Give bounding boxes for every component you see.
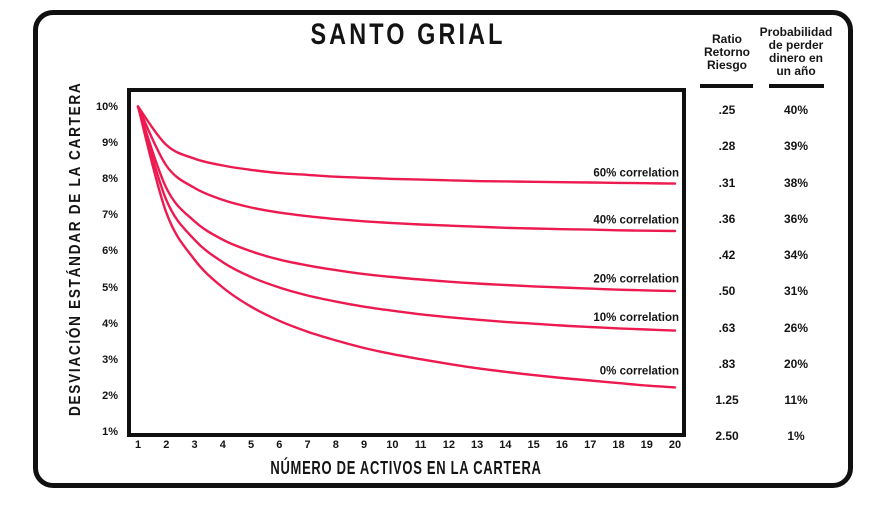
- y-tick-label: 10%: [95, 100, 118, 113]
- x-tick-label: 16: [555, 439, 569, 451]
- y-tick-label: 4%: [102, 317, 118, 330]
- ratio-header-rule: [700, 84, 753, 88]
- y-tick-label: 7%: [102, 209, 118, 222]
- probability-value: 39%: [783, 139, 809, 154]
- x-axis-title: NÚMERO DE ACTIVOS EN LA CARTERA: [270, 458, 542, 478]
- y-tick-label: 5%: [102, 281, 118, 294]
- x-tick-label: 1: [134, 439, 142, 451]
- ratio-value: .28: [718, 139, 736, 154]
- ratio-value: .50: [718, 284, 736, 299]
- probability-value: 38%: [783, 175, 809, 190]
- x-tick-label: 9: [361, 439, 368, 451]
- probability-value: 11%: [784, 393, 808, 407]
- curve-label: 0% correlation: [600, 366, 679, 378]
- probability-value: 36%: [783, 211, 809, 226]
- ratio-column-header: Ratio Retorno Riesgo: [704, 32, 750, 72]
- correlation-curves-chart: 60% correlation 40% correlation 20% correl…: [136, 105, 679, 389]
- ratio-value: .25: [718, 103, 736, 117]
- probability-value: 26%: [783, 320, 809, 335]
- correlation-curve: [136, 105, 677, 389]
- x-tick-label: 11: [414, 439, 427, 451]
- page-title: SANTO GRIAL: [310, 18, 506, 51]
- x-tick-label: 12: [442, 439, 456, 451]
- x-tick-label: 3: [191, 439, 198, 451]
- x-tick-label: 5: [247, 439, 255, 451]
- x-tick-label: 4: [219, 439, 226, 451]
- x-tick-label: 10: [386, 439, 399, 451]
- x-tick-label: 18: [612, 439, 625, 451]
- x-tick-label: 8: [332, 439, 339, 451]
- correlation-curve: [136, 105, 677, 332]
- y-tick-label: 3%: [102, 353, 118, 366]
- ratio-value: .36: [718, 211, 736, 226]
- ratio-value: 1.25: [715, 393, 739, 407]
- curve-label: 40% correlation: [593, 215, 679, 227]
- probability-value: 1%: [787, 429, 805, 444]
- ratio-value: .63: [718, 320, 736, 335]
- probability-column-header: Probabilidad de perder dinero en un año: [759, 25, 833, 78]
- correlation-curve: [136, 105, 677, 185]
- curve-label: 20% correlation: [593, 274, 679, 286]
- y-tick-label: 2%: [102, 390, 118, 403]
- x-tick-label: 7: [304, 439, 311, 451]
- x-tick-label: 17: [584, 439, 597, 451]
- correlation-curve: [136, 105, 677, 293]
- x-tick-label: 14: [499, 439, 512, 451]
- probability-value: 34%: [783, 248, 809, 262]
- y-tick-label: 9%: [102, 136, 118, 149]
- x-tick-label: 15: [527, 439, 540, 451]
- x-tick-label: 13: [471, 439, 484, 451]
- probability-value: 20%: [783, 356, 809, 371]
- ratio-value: 2.50: [715, 429, 739, 444]
- curve-label: 10% correlation: [593, 312, 679, 324]
- ratio-value: .42: [718, 248, 736, 262]
- outer-frame: [33, 10, 853, 488]
- y-axis-title: DESVIACIÓN ESTÁNDAR DE LA CARTERA: [67, 81, 84, 416]
- ratio-value: .83: [718, 356, 736, 371]
- correlation-curve: [136, 105, 677, 233]
- probability-header-rule: [769, 84, 824, 88]
- curve-label: 60% correlation: [593, 168, 679, 180]
- x-tick-label: 2: [163, 439, 170, 451]
- plot-area: 60% correlation 40% correlation 20% correl…: [127, 88, 686, 437]
- probability-value: 40%: [783, 103, 809, 117]
- y-tick-label: 8%: [102, 172, 118, 185]
- x-tick-label: 6: [276, 439, 283, 451]
- y-tick-label: 6%: [102, 245, 118, 258]
- probability-value: 31%: [783, 284, 809, 299]
- x-tick-label: 20: [668, 439, 682, 451]
- ratio-value: .31: [718, 175, 736, 190]
- x-tick-label: 19: [640, 439, 653, 451]
- y-tick-label: 1%: [102, 426, 118, 439]
